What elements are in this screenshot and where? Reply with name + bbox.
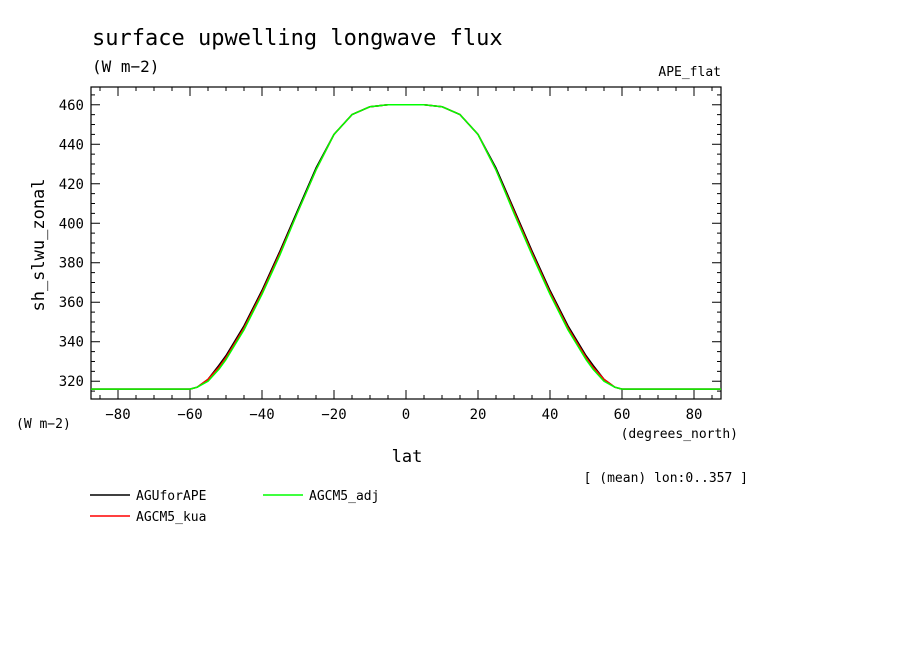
x-tick-label: 80 [686, 407, 703, 423]
y-tick-label: 380 [59, 256, 84, 272]
x-axis: −80 −60 −40 −20 0 20 40 60 80 [99, 87, 713, 423]
legend-item: AGCM5_adj [263, 489, 379, 504]
x-tick-label: 20 [470, 407, 487, 423]
x-tick-label: −40 [249, 407, 274, 423]
y-axis: 320 340 360 380 400 420 440 460 [59, 94, 721, 392]
y-tick-label: 420 [59, 177, 84, 193]
x-tick-label: 40 [542, 407, 559, 423]
y-axis-label: sh_slwu_zonal [29, 178, 49, 311]
title-units: (W m−2) [92, 57, 159, 76]
x-tick-label: −80 [105, 407, 130, 423]
y-tick-label: 340 [59, 335, 84, 351]
experiment-label: APE_flat [658, 65, 721, 80]
x-tick-label: 60 [614, 407, 631, 423]
legend-label: AGUforAPE [136, 489, 206, 504]
legend: AGUforAPE AGCM5_kua AGCM5_adj [90, 489, 379, 525]
x-tick-label: 0 [402, 407, 410, 423]
series-line-agcm5-adj [91, 104, 721, 390]
x-axis-units: (degrees_north) [621, 427, 738, 442]
series-line-agcm5-kua [91, 104, 721, 390]
plot-area [90, 86, 722, 400]
y-tick-label: 320 [59, 374, 84, 390]
y-tick-label: 460 [59, 98, 84, 114]
legend-item: AGCM5_kua [90, 510, 206, 525]
x-tick-label: −60 [177, 407, 202, 423]
chart-title: surface upwelling longwave flux [92, 26, 503, 51]
legend-label: AGCM5_kua [136, 510, 206, 525]
plot-frame [90, 86, 722, 400]
y-tick-label: 360 [59, 295, 84, 311]
legend-label: AGCM5_adj [309, 489, 379, 504]
y-tick-label: 440 [59, 137, 84, 153]
y-axis-units: (W m−2) [16, 417, 71, 432]
x-axis-label: lat [392, 447, 423, 467]
x-tick-label: −20 [321, 407, 346, 423]
series-lines [91, 104, 721, 390]
y-tick-label: 400 [59, 216, 84, 232]
legend-item: AGUforAPE [90, 489, 206, 504]
series-line-aguforape [91, 104, 721, 390]
averaging-note: [ (mean) lon:0..357 ] [584, 471, 748, 486]
